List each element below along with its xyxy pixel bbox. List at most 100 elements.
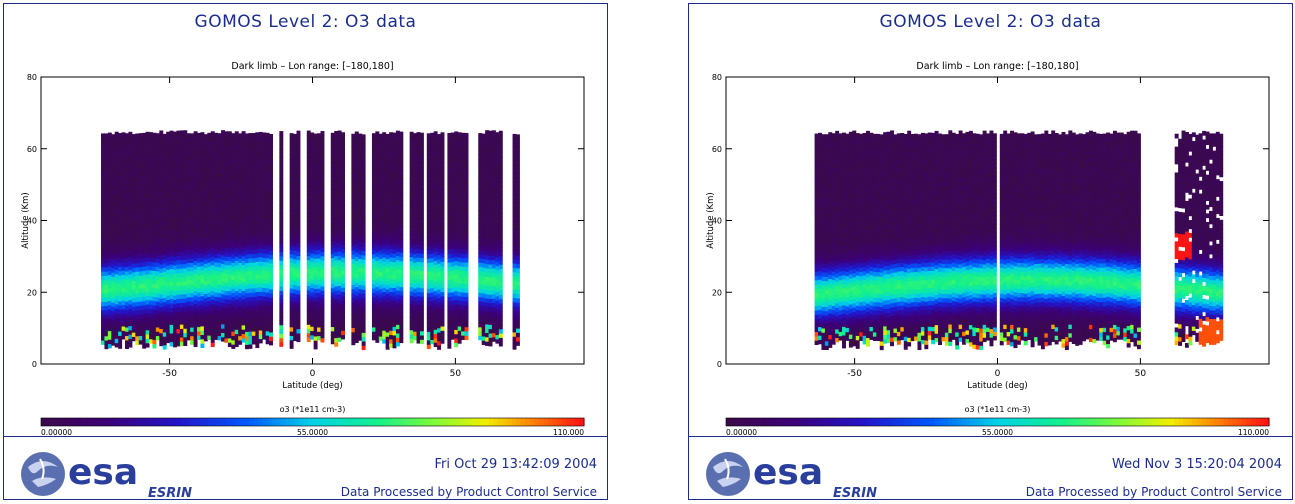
- heatmap-cell: [138, 292, 143, 298]
- heatmap-cell: [173, 191, 177, 197]
- heatmap-cell: [162, 280, 167, 286]
- heatmap-cell: [162, 262, 167, 268]
- heatmap-cell: [361, 272, 366, 277]
- heatmap-cell: [416, 330, 421, 335]
- heatmap-cell: [491, 237, 496, 243]
- heatmap-cell: [464, 171, 469, 177]
- heatmap-cell: [450, 218, 455, 224]
- heatmap-cell: [279, 333, 284, 339]
- heatmap-cell: [395, 246, 400, 252]
- heatmap-cell: [179, 311, 184, 317]
- heatmap-cell: [512, 237, 517, 243]
- colorbar-swatch: [231, 418, 237, 426]
- heatmap-cell: [515, 151, 520, 157]
- heatmap-cell: [121, 205, 126, 211]
- heatmap-cell: [159, 173, 164, 179]
- heatmap-cell: [419, 223, 424, 228]
- heatmap-cell: [255, 179, 260, 185]
- heatmap-cell: [118, 296, 123, 302]
- heatmap-cell: [450, 179, 455, 185]
- heatmap-cell: [162, 258, 167, 264]
- heatmap-cell: [221, 315, 225, 321]
- heatmap-cell: [464, 313, 469, 319]
- heatmap-cell: [186, 335, 191, 341]
- heatmap-cell: [416, 334, 421, 340]
- heatmap-cell: [419, 154, 424, 160]
- heatmap-cell: [395, 324, 400, 330]
- heatmap-cell: [464, 180, 469, 186]
- heatmap-cell: [162, 336, 167, 341]
- heatmap-cell: [251, 141, 256, 147]
- heatmap-cell: [296, 190, 301, 196]
- heatmap-cell: [426, 292, 431, 298]
- heatmap-cell: [317, 137, 322, 143]
- heatmap-cell: [166, 286, 171, 292]
- heatmap-cell: [214, 236, 219, 241]
- heatmap-cell: [207, 313, 212, 319]
- heatmap-cell: [296, 221, 301, 226]
- heatmap-cell: [416, 166, 421, 172]
- heatmap-cell: [317, 305, 322, 311]
- heatmap-cell: [447, 335, 452, 341]
- heatmap-cell: [433, 299, 438, 304]
- heatmap-cell: [183, 199, 188, 204]
- heatmap-cell: [375, 312, 380, 318]
- heatmap-cell: [317, 167, 322, 173]
- heatmap-cell: [245, 172, 249, 178]
- heatmap-cell: [495, 304, 500, 310]
- heatmap-cell: [104, 288, 109, 294]
- heatmap-cell: [234, 316, 239, 322]
- heatmap-cell: [234, 303, 239, 309]
- heatmap-cell: [234, 165, 239, 171]
- heatmap-cell: [382, 330, 387, 336]
- heatmap-cell: [488, 169, 493, 175]
- heatmap-cell: [227, 247, 232, 253]
- heatmap-cell: [375, 208, 380, 214]
- heatmap-cell: [419, 309, 424, 315]
- heatmap-cell: [135, 142, 140, 147]
- heatmap-cell: [145, 192, 150, 197]
- heatmap-cell: [248, 184, 253, 190]
- heatmap-cell: [447, 326, 452, 332]
- heatmap-cell: [118, 322, 123, 328]
- heatmap-cell: [214, 197, 219, 203]
- heatmap-cell: [447, 188, 452, 194]
- heatmap-cell: [265, 326, 270, 332]
- heatmap-cell: [221, 168, 225, 174]
- heatmap-cell: [361, 254, 366, 260]
- heatmap-cell: [354, 316, 359, 322]
- heatmap-cell: [413, 249, 418, 255]
- heatmap-cell: [399, 153, 404, 158]
- heatmap-cell: [289, 288, 294, 293]
- heatmap-cell: [464, 335, 469, 341]
- heatmap-cell: [166, 222, 171, 227]
- heatmap-cell: [107, 240, 112, 246]
- heatmap-cell: [155, 227, 160, 233]
- heatmap-cell: [341, 317, 346, 323]
- colorbar-swatch: [113, 418, 119, 426]
- heatmap-cell: [382, 313, 387, 318]
- heatmap-cell: [498, 234, 503, 239]
- heatmap-cell: [330, 283, 335, 289]
- heatmap-cell: [107, 218, 112, 224]
- heatmap-cell: [437, 289, 442, 294]
- heatmap-cell: [385, 142, 390, 148]
- heatmap-cell: [491, 263, 496, 269]
- heatmap-cell: [433, 251, 438, 257]
- heatmap-cell: [131, 202, 136, 208]
- heatmap-cell: [224, 290, 229, 296]
- heatmap-cell: [279, 316, 284, 321]
- heatmap-cell: [217, 215, 222, 220]
- heatmap-cell: [289, 275, 294, 280]
- heatmap-cell: [203, 164, 208, 170]
- heatmap-cell: [190, 240, 195, 246]
- heatmap-cell: [210, 144, 215, 150]
- heatmap-cell: [145, 161, 150, 167]
- heatmap-cell: [361, 263, 366, 269]
- heatmap-cell: [214, 326, 219, 332]
- heatmap-cell: [437, 319, 442, 324]
- heatmap-cell: [361, 224, 366, 230]
- heatmap-cell: [375, 230, 380, 236]
- heatmap-cell: [238, 210, 243, 216]
- heatmap-cell: [269, 340, 273, 346]
